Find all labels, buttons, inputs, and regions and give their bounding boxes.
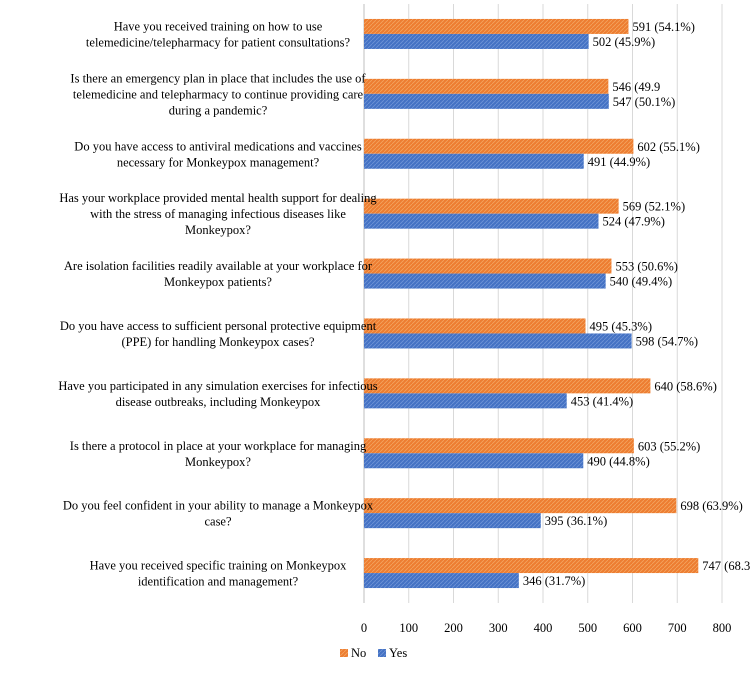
data-label-no: 602 (55.1%) xyxy=(637,140,700,154)
bar-yes xyxy=(364,213,599,229)
bar-yes xyxy=(364,513,541,529)
category-label: Have you received specific training on M… xyxy=(90,559,348,589)
data-label-yes: 453 (41.4%) xyxy=(571,394,634,408)
bar-no xyxy=(364,138,634,154)
x-tick-label: 0 xyxy=(361,621,367,635)
data-label-no: 640 (58.6%) xyxy=(654,379,717,393)
category-label: Do you have access to sufficient persona… xyxy=(60,319,377,349)
category-label: Is there an emergency plan in place that… xyxy=(70,71,366,117)
bar-yes xyxy=(364,273,606,289)
data-label-yes: 346 (31.7%) xyxy=(523,574,586,588)
data-label-no: 747 (68.3%) xyxy=(702,559,750,573)
data-label-yes: 598 (54.7%) xyxy=(636,334,699,348)
x-tick-label: 700 xyxy=(668,621,687,635)
x-tick-label: 200 xyxy=(444,621,463,635)
x-tick-label: 600 xyxy=(623,621,642,635)
legend-swatch-yes xyxy=(378,649,386,657)
category-label: Has your workplace provided mental healt… xyxy=(59,191,377,237)
category-labels: Have you received training on how to use… xyxy=(58,19,377,588)
data-label-no: 546 (49.9 xyxy=(612,80,660,94)
data-label-no: 495 (45.3%) xyxy=(590,319,653,333)
legend-label-yes: Yes xyxy=(389,646,407,660)
bar-no xyxy=(364,18,629,34)
x-tick-label: 400 xyxy=(534,621,553,635)
data-label-yes: 502 (45.9%) xyxy=(593,35,656,49)
data-label-no: 553 (50.6%) xyxy=(615,260,678,274)
x-axis-ticks: 0 100 200 300 400 500 600 700 800 xyxy=(361,621,732,635)
x-tick-label: 800 xyxy=(713,621,732,635)
category-label: Have you received training on how to use… xyxy=(86,19,351,49)
data-label-yes: 524 (47.9%) xyxy=(602,215,665,229)
bar-no xyxy=(364,558,699,574)
bar-yes xyxy=(364,33,589,49)
bar-no xyxy=(364,78,609,94)
data-label-no: 569 (52.1%) xyxy=(623,200,686,214)
data-label-yes: 395 (36.1%) xyxy=(545,514,608,528)
legend-swatch-no xyxy=(340,649,348,657)
bar-no xyxy=(364,198,619,214)
x-tick-label: 300 xyxy=(489,621,508,635)
bar-yes xyxy=(364,93,609,109)
bar-yes xyxy=(364,333,632,349)
data-label-no: 603 (55.2%) xyxy=(638,439,701,453)
bar-yes xyxy=(364,393,567,409)
bar-no xyxy=(364,438,634,454)
bar-yes xyxy=(364,453,584,469)
bar-no xyxy=(364,378,651,394)
bar-yes xyxy=(364,573,519,589)
category-label: Is there a protocol in place at your wor… xyxy=(70,439,367,469)
category-label: Have you participated in any simulation … xyxy=(58,379,377,409)
data-label-no: 591 (54.1%) xyxy=(632,20,695,34)
data-label-yes: 540 (49.4%) xyxy=(610,275,673,289)
bar-yes xyxy=(364,153,584,169)
category-label: Are isolation facilities readily availab… xyxy=(64,259,373,289)
data-label-yes: 490 (44.8%) xyxy=(587,454,650,468)
category-label: Do you feel confident in your ability to… xyxy=(63,499,374,529)
data-label-yes: 491 (44.9%) xyxy=(588,155,651,169)
legend: No Yes xyxy=(340,646,407,660)
bar-no xyxy=(364,318,586,334)
category-label: Do you have access to antiviral medicati… xyxy=(74,139,362,169)
x-tick-label: 100 xyxy=(399,621,418,635)
bar-no xyxy=(364,498,677,514)
bar-no xyxy=(364,258,612,274)
data-label-no: 698 (63.9%) xyxy=(680,499,743,513)
data-label-yes: 547 (50.1%) xyxy=(613,95,676,109)
legend-label-no: No xyxy=(351,646,366,660)
x-tick-label: 500 xyxy=(578,621,597,635)
